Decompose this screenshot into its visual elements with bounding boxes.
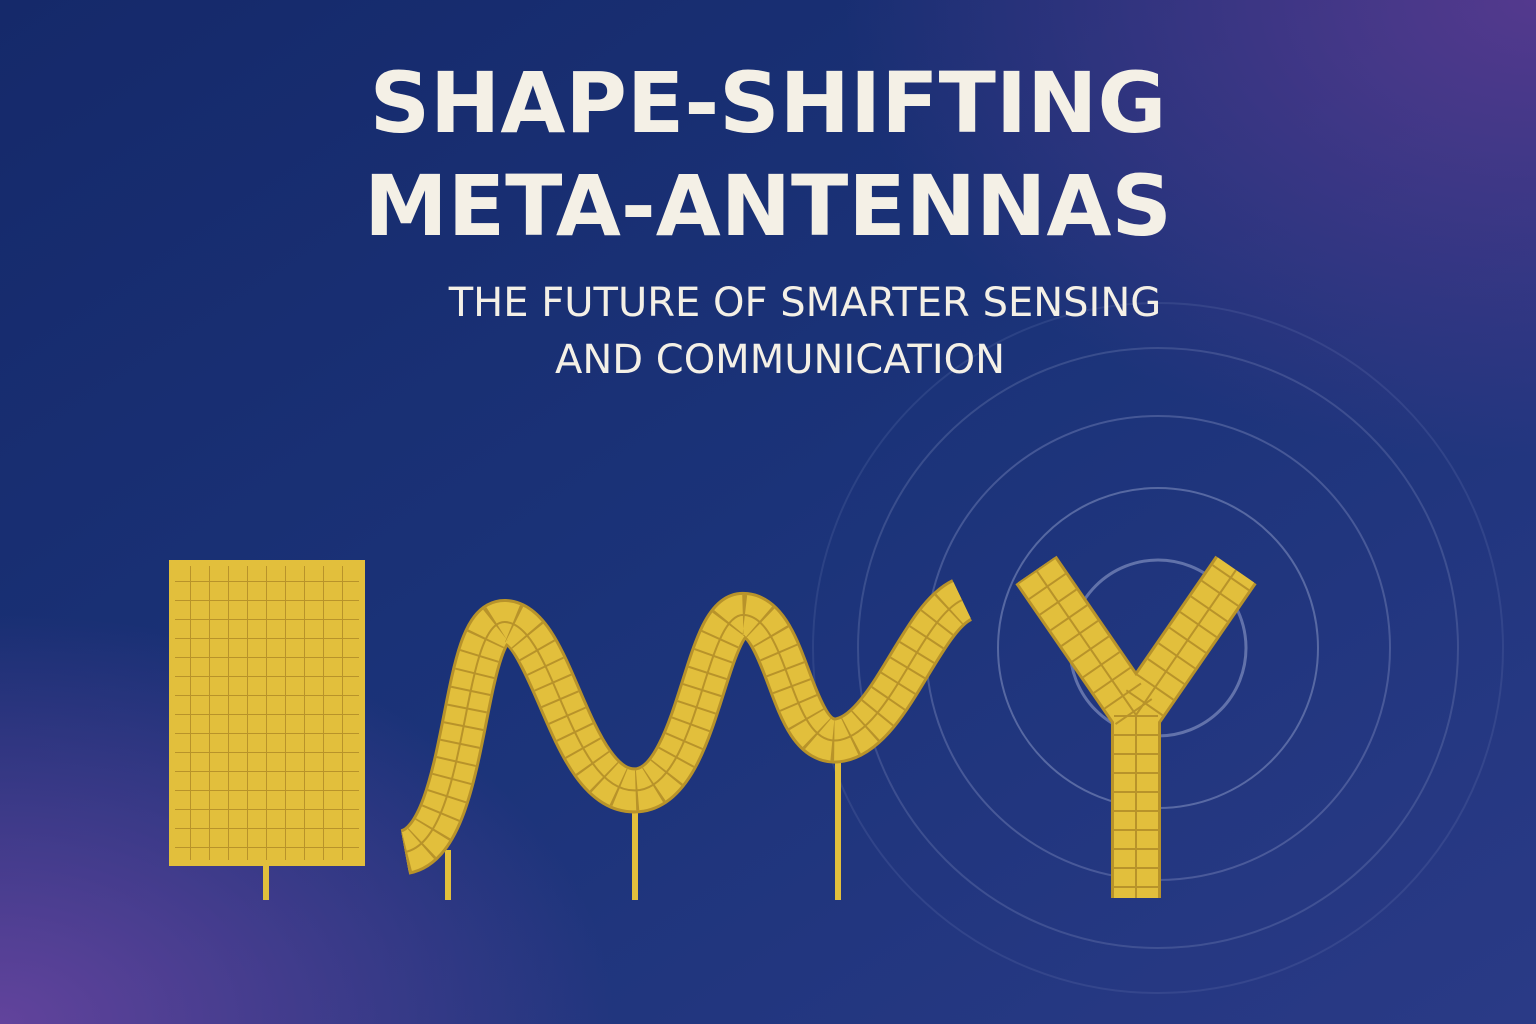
subtitle-line: AND COMMUNICATION (555, 337, 1005, 383)
subtitle-line: THE FUTURE OF SMARTER SENSING (448, 280, 1162, 326)
title-line: SHAPE-SHIFTING (370, 54, 1167, 152)
title-line: META-ANTENNAS (364, 157, 1172, 255)
y-antenna (1015, 555, 1257, 898)
wave-antenna (397, 579, 975, 900)
flat-antenna (169, 560, 365, 900)
